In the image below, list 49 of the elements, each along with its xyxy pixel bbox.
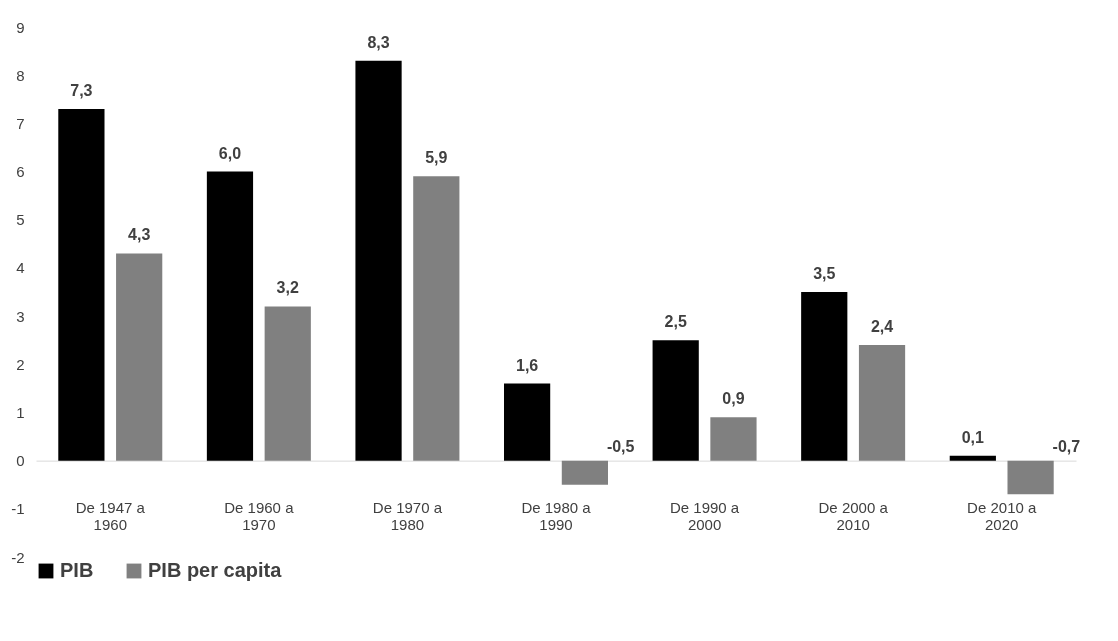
bar: [801, 292, 848, 461]
data-label: 2,4: [870, 318, 894, 335]
x-tick-label: De 1947 a 1960: [75, 499, 146, 534]
legend-label: PIB: [60, 559, 94, 581]
y-tick-label: 7: [16, 114, 25, 132]
x-tick-label: De 1970 a 1980: [372, 499, 443, 534]
x-tick-label: De 2000 a 2010: [818, 499, 889, 534]
bar: [413, 176, 460, 461]
y-tick-label: 0: [16, 452, 25, 470]
x-tick-label: De 1990 a 2000: [669, 499, 740, 534]
data-label: 0,1: [961, 428, 985, 446]
y-tick-label: 1: [16, 403, 25, 421]
bar: [652, 340, 699, 461]
data-label: 6,0: [218, 144, 242, 162]
y-tick-label: 2: [16, 355, 25, 373]
data-label: 3,5: [813, 265, 836, 282]
bar: [355, 60, 402, 461]
bar: [858, 345, 906, 461]
data-label: 4,3: [128, 226, 151, 244]
data-label: 2,5: [664, 313, 687, 331]
x-tick-label: De 2010 a 2020: [967, 499, 1037, 534]
y-tick-label: 3: [16, 307, 25, 325]
y-tick-label: 9: [16, 18, 25, 36]
bar: [949, 455, 996, 461]
data-label: -0,7: [1052, 437, 1081, 455]
y-tick-label: 4: [16, 259, 25, 277]
x-tick-label: De 1960 a 1970: [224, 499, 295, 534]
data-label: -0,5: [606, 437, 635, 455]
data-label: 5,9: [425, 149, 448, 167]
bar: [264, 306, 311, 461]
bar: [58, 108, 105, 461]
bar: [206, 171, 254, 461]
data-label: 8,3: [367, 33, 390, 51]
y-tick-label: 5: [16, 211, 25, 229]
y-tick-label: 6: [16, 163, 25, 181]
x-tick-label: De 1980 a 1990: [521, 499, 592, 534]
legend-label: PIB per capita: [148, 559, 283, 581]
bar: [561, 460, 608, 485]
y-tick-label: -1: [11, 500, 25, 518]
bar: [1007, 460, 1054, 495]
bar: [710, 417, 757, 461]
y-tick-label: -2: [11, 548, 25, 566]
data-label: 1,6: [515, 356, 539, 374]
data-label: 0,9: [722, 390, 745, 408]
bar: [116, 253, 163, 461]
bar: [504, 383, 551, 461]
data-label: 7,3: [70, 81, 93, 99]
y-tick-label: 8: [16, 66, 25, 84]
data-label: 3,2: [276, 279, 299, 297]
